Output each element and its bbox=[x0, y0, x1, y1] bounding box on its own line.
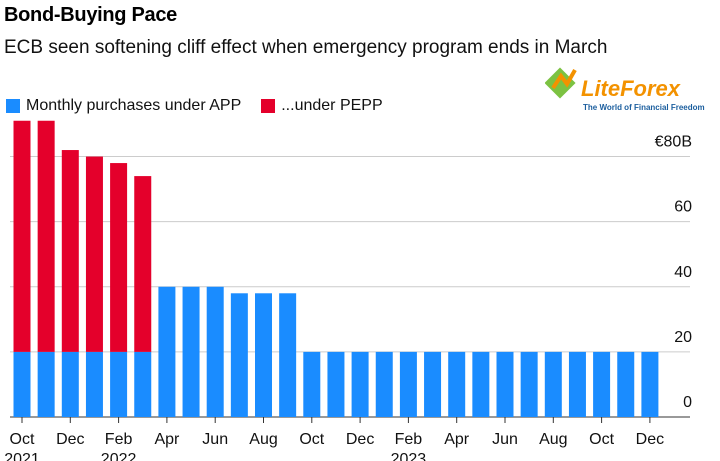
bar-segment bbox=[327, 351, 345, 417]
logo-icon bbox=[551, 69, 577, 90]
bar-segment bbox=[61, 150, 79, 352]
x-tick-label: Oct bbox=[10, 431, 35, 448]
x-year-label: 2022 bbox=[101, 451, 137, 461]
x-tick-label: Aug bbox=[249, 431, 277, 448]
y-tick-label: 60 bbox=[674, 199, 692, 216]
x-tick-label: Dec bbox=[346, 431, 374, 448]
bar-segment bbox=[351, 351, 369, 417]
bar-segment bbox=[472, 351, 490, 417]
bar-segment bbox=[158, 286, 176, 417]
x-tick-label: Dec bbox=[56, 431, 84, 448]
bar-segment bbox=[37, 351, 55, 417]
chart-subtitle: ECB seen softening cliff effect when eme… bbox=[4, 37, 608, 58]
y-tick-label: 40 bbox=[674, 264, 692, 281]
chart-title: Bond-Buying Pace bbox=[4, 4, 177, 26]
bar-segment bbox=[399, 351, 417, 417]
bar-segment bbox=[85, 156, 103, 352]
bar-segment bbox=[279, 293, 297, 417]
bar-segment bbox=[134, 176, 152, 352]
x-tick-label: Oct bbox=[299, 431, 324, 448]
x-year-label: 2021 bbox=[4, 451, 40, 461]
bar-segment bbox=[110, 163, 128, 352]
x-tick-label: Feb bbox=[395, 431, 423, 448]
legend-label: ...under PEPP bbox=[281, 97, 383, 114]
x-tick-label: Apr bbox=[444, 431, 470, 448]
bar-segment bbox=[134, 351, 152, 417]
legend: Monthly purchases under APP ...under PEP… bbox=[6, 97, 403, 115]
watermark-logo: LiteForex The World of Financial Freedom bbox=[545, 67, 705, 112]
x-tick-label: Jun bbox=[492, 431, 518, 448]
legend-swatch bbox=[6, 99, 20, 113]
legend-label: Monthly purchases under APP bbox=[26, 97, 242, 114]
legend-item: Monthly purchases under APP bbox=[6, 97, 241, 115]
bar-segment bbox=[303, 351, 321, 417]
bar-segment bbox=[61, 351, 79, 417]
x-tick-label: Aug bbox=[539, 431, 567, 448]
bar-segment bbox=[496, 351, 514, 417]
x-tick-label: Oct bbox=[589, 431, 614, 448]
x-tick-label: Jun bbox=[202, 431, 228, 448]
x-tick-label: Apr bbox=[154, 431, 180, 448]
bar-segment bbox=[110, 351, 128, 417]
bar-segment bbox=[424, 351, 442, 417]
x-year-label: 2023 bbox=[391, 451, 427, 461]
bar-segment bbox=[37, 120, 55, 352]
bar-segment bbox=[544, 351, 562, 417]
bar-segment bbox=[617, 351, 635, 417]
legend-swatch bbox=[261, 99, 276, 113]
bar-segment bbox=[13, 351, 31, 417]
bar-segment bbox=[85, 351, 103, 417]
bar-segment bbox=[593, 351, 611, 417]
bar-segment bbox=[448, 351, 466, 417]
legend-item: ...under PEPP bbox=[261, 97, 383, 115]
y-tick-label: €80B bbox=[655, 134, 692, 151]
bar-segment bbox=[13, 120, 31, 352]
x-tick-label: Dec bbox=[636, 431, 664, 448]
y-tick-label: 20 bbox=[674, 329, 692, 346]
bar-segment bbox=[568, 351, 586, 417]
x-tick-label: Feb bbox=[105, 431, 133, 448]
bar-segment bbox=[182, 286, 200, 417]
bar-segment bbox=[641, 351, 659, 417]
y-tick-label: 0 bbox=[683, 394, 692, 411]
bar-segment bbox=[230, 293, 248, 417]
logo-icon bbox=[545, 67, 576, 99]
bar-segment bbox=[206, 286, 224, 417]
logo-slogan: The World of Financial Freedom bbox=[583, 103, 705, 112]
logo-brand: LiteForex bbox=[581, 76, 681, 101]
bar-segment bbox=[375, 351, 393, 417]
bar-segment bbox=[520, 351, 538, 417]
bar-segment bbox=[255, 293, 272, 417]
